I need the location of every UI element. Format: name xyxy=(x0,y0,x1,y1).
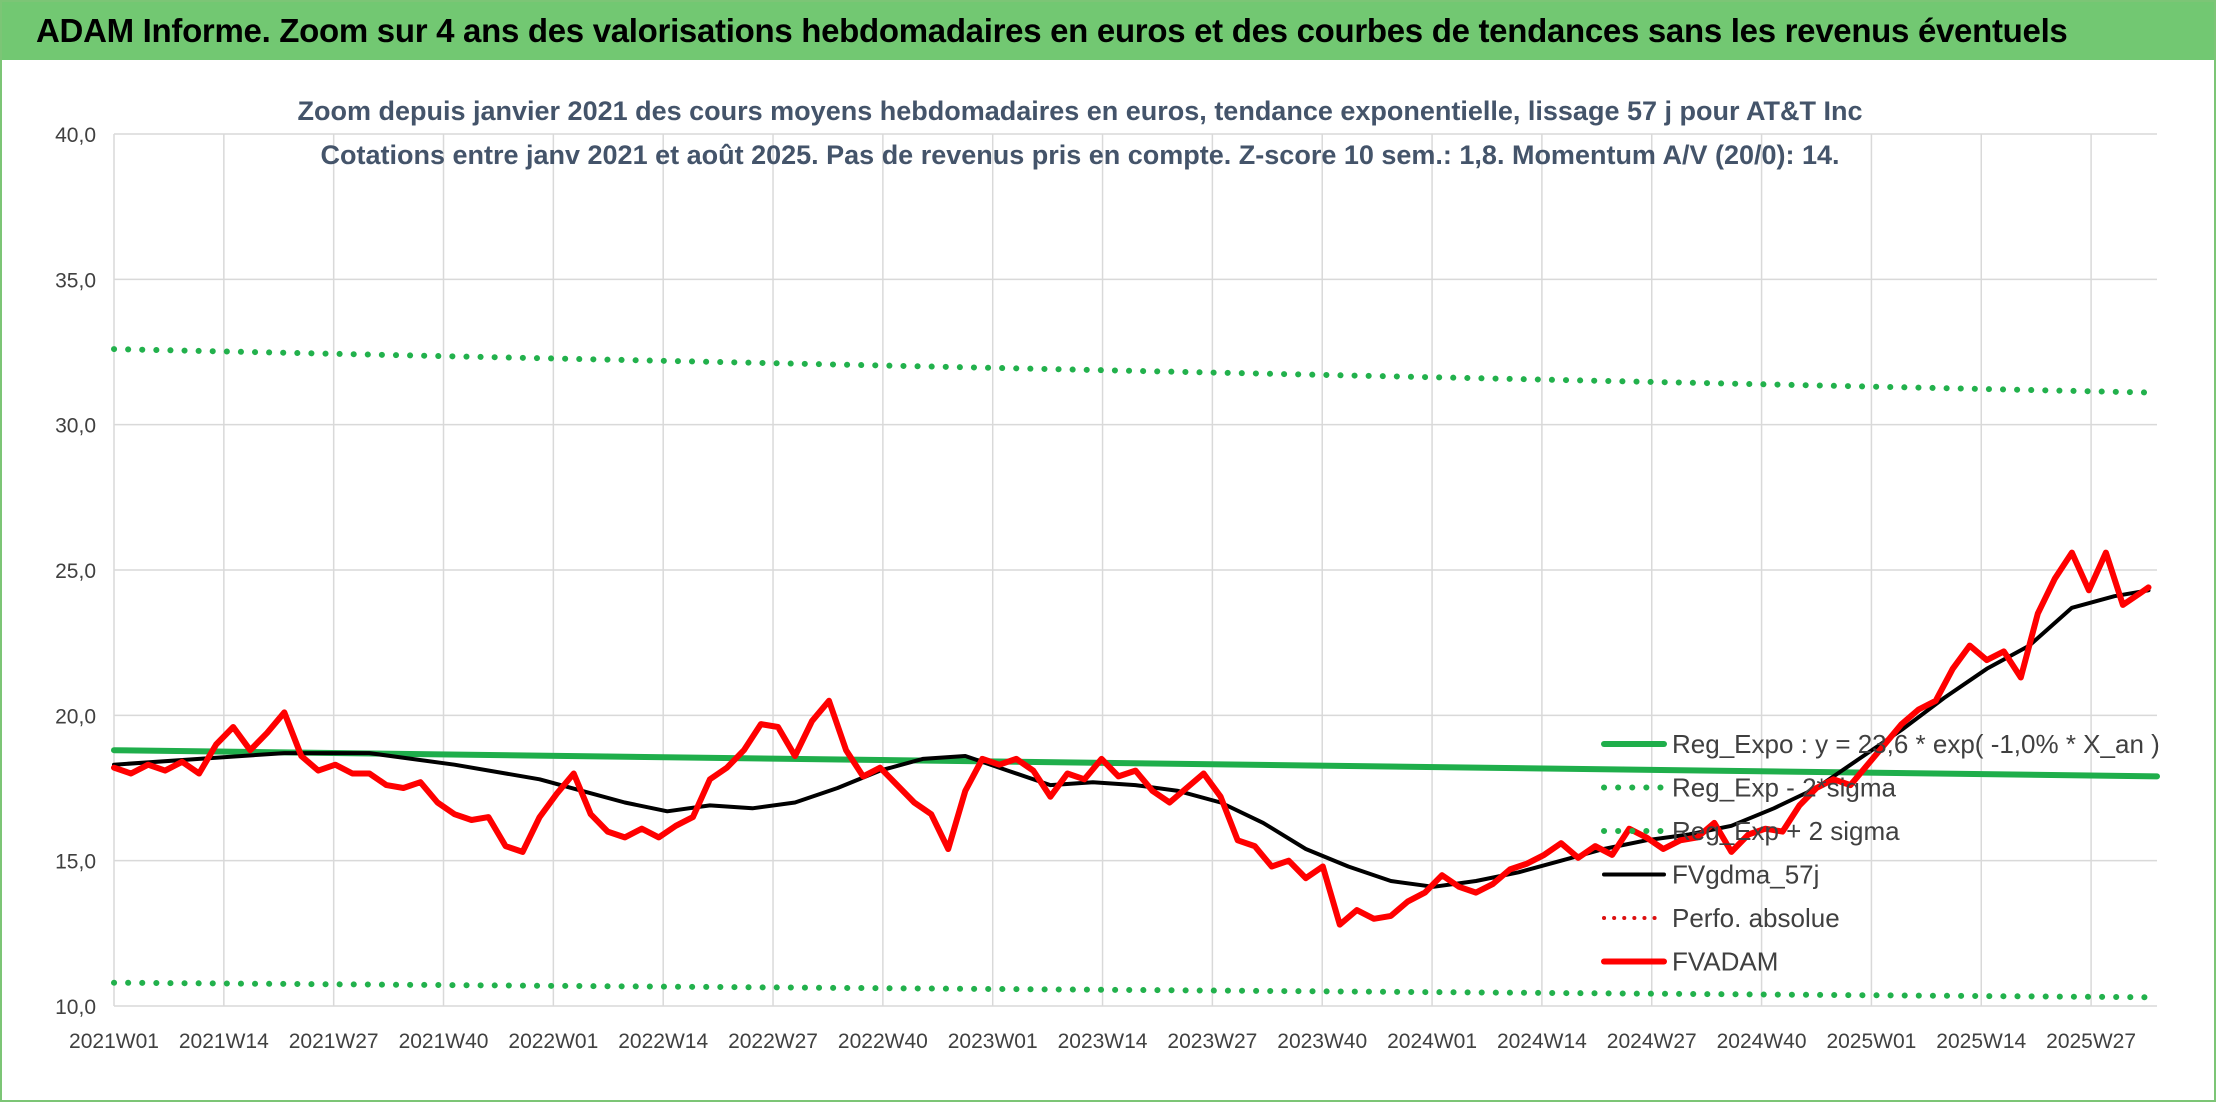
legend-label: Perfo. absolue xyxy=(1672,903,1840,933)
chart-title-line-1: Zoom depuis janvier 2021 des cours moyen… xyxy=(298,96,1863,126)
x-tick-label: 2021W14 xyxy=(179,1030,269,1053)
x-tick-label: 2022W01 xyxy=(508,1030,598,1053)
x-tick-label: 2024W27 xyxy=(1607,1030,1697,1053)
x-tick-label: 2021W40 xyxy=(399,1030,489,1053)
x-tick-label: 2024W01 xyxy=(1387,1030,1477,1053)
y-tick-label: 30,0 xyxy=(55,415,96,438)
y-tick-label: 40,0 xyxy=(55,124,96,147)
series xyxy=(111,346,2160,1001)
x-tick-label: 2023W27 xyxy=(1167,1030,1257,1053)
series-line-dotted-green xyxy=(111,979,2160,1001)
series-line-dotted-green xyxy=(111,346,2160,396)
series-line-thick-red xyxy=(111,549,2152,928)
x-tick-label: 2022W27 xyxy=(728,1030,818,1053)
y-tick-label: 10,0 xyxy=(55,996,96,1019)
legend-label: Reg_Exp - 2*sigma xyxy=(1672,773,1897,803)
x-tick-label: 2024W40 xyxy=(1717,1030,1807,1053)
x-tick-label: 2021W27 xyxy=(289,1030,379,1053)
chart-title-line-2: Cotations entre janv 2021 et août 2025. … xyxy=(320,140,1839,170)
header-title: ADAM Informe. Zoom sur 4 ans des valoris… xyxy=(36,12,2068,49)
x-tick-label: 2025W27 xyxy=(2046,1030,2136,1053)
grid xyxy=(113,133,2157,1007)
x-tick-label: 2023W01 xyxy=(948,1030,1038,1053)
y-tick-label: 35,0 xyxy=(55,269,96,292)
x-tick-label: 2023W14 xyxy=(1058,1030,1148,1053)
legend-label: Reg_Expo : y = 23,6 * exp( -1,0% * X_an … xyxy=(1672,729,2160,759)
x-tick-label: 2021W01 xyxy=(69,1030,159,1053)
y-axis: 10,0 15,0 20,0 25,0 30,0 35,0 40,0 xyxy=(55,124,96,1019)
x-tick-label: 2023W40 xyxy=(1277,1030,1367,1053)
y-tick-label: 25,0 xyxy=(55,560,96,583)
x-tick-label: 2025W01 xyxy=(1826,1030,1916,1053)
y-tick-label: 15,0 xyxy=(55,851,96,874)
x-axis: 2021W01 2021W14 2021W27 2021W40 2022W01 2022W… xyxy=(69,1030,2136,1053)
legend-label: FVADAM xyxy=(1672,947,1778,977)
series-line-solid-green xyxy=(111,747,2160,780)
x-tick-label: 2022W14 xyxy=(618,1030,708,1053)
x-tick-label: 2025W14 xyxy=(1936,1030,2026,1053)
y-tick-label: 20,0 xyxy=(55,705,96,728)
legend-label: Reg_Exp + 2 sigma xyxy=(1672,816,1900,846)
header-banner: ADAM Informe. Zoom sur 4 ans des valoris… xyxy=(2,2,2214,60)
x-tick-label: 2024W14 xyxy=(1497,1030,1587,1053)
legend-label: FVgdma_57j xyxy=(1672,860,1819,890)
series-line-solid-black xyxy=(112,588,2151,889)
x-tick-label: 2022W40 xyxy=(838,1030,928,1053)
legend: Reg_Expo : y = 23,6 * exp( -1,0% * X_an … xyxy=(1601,729,2160,977)
